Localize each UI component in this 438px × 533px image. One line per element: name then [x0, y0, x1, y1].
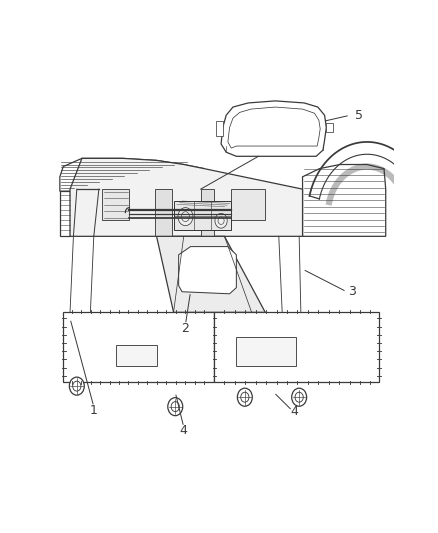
Polygon shape: [173, 201, 231, 230]
Text: 4: 4: [180, 424, 187, 437]
Polygon shape: [116, 345, 156, 366]
Circle shape: [178, 207, 193, 225]
Text: 3: 3: [348, 285, 356, 298]
Polygon shape: [216, 122, 223, 136]
Circle shape: [69, 377, 84, 395]
Circle shape: [292, 388, 307, 406]
Polygon shape: [60, 158, 204, 191]
Text: 5: 5: [354, 109, 363, 122]
Text: 2: 2: [181, 322, 189, 335]
Polygon shape: [102, 189, 130, 220]
Polygon shape: [326, 124, 333, 132]
Polygon shape: [74, 187, 102, 195]
Polygon shape: [179, 247, 237, 294]
Polygon shape: [231, 189, 265, 220]
Polygon shape: [201, 189, 214, 236]
Polygon shape: [70, 158, 303, 236]
Polygon shape: [214, 312, 379, 382]
Polygon shape: [221, 101, 326, 156]
Circle shape: [168, 398, 183, 416]
Circle shape: [237, 388, 252, 406]
Polygon shape: [60, 191, 70, 236]
Circle shape: [215, 213, 227, 228]
Polygon shape: [237, 337, 296, 366]
Text: 1: 1: [90, 404, 98, 417]
Polygon shape: [63, 312, 214, 382]
Text: 4: 4: [290, 406, 298, 418]
Polygon shape: [303, 165, 386, 236]
Polygon shape: [156, 236, 265, 312]
Polygon shape: [155, 189, 172, 236]
